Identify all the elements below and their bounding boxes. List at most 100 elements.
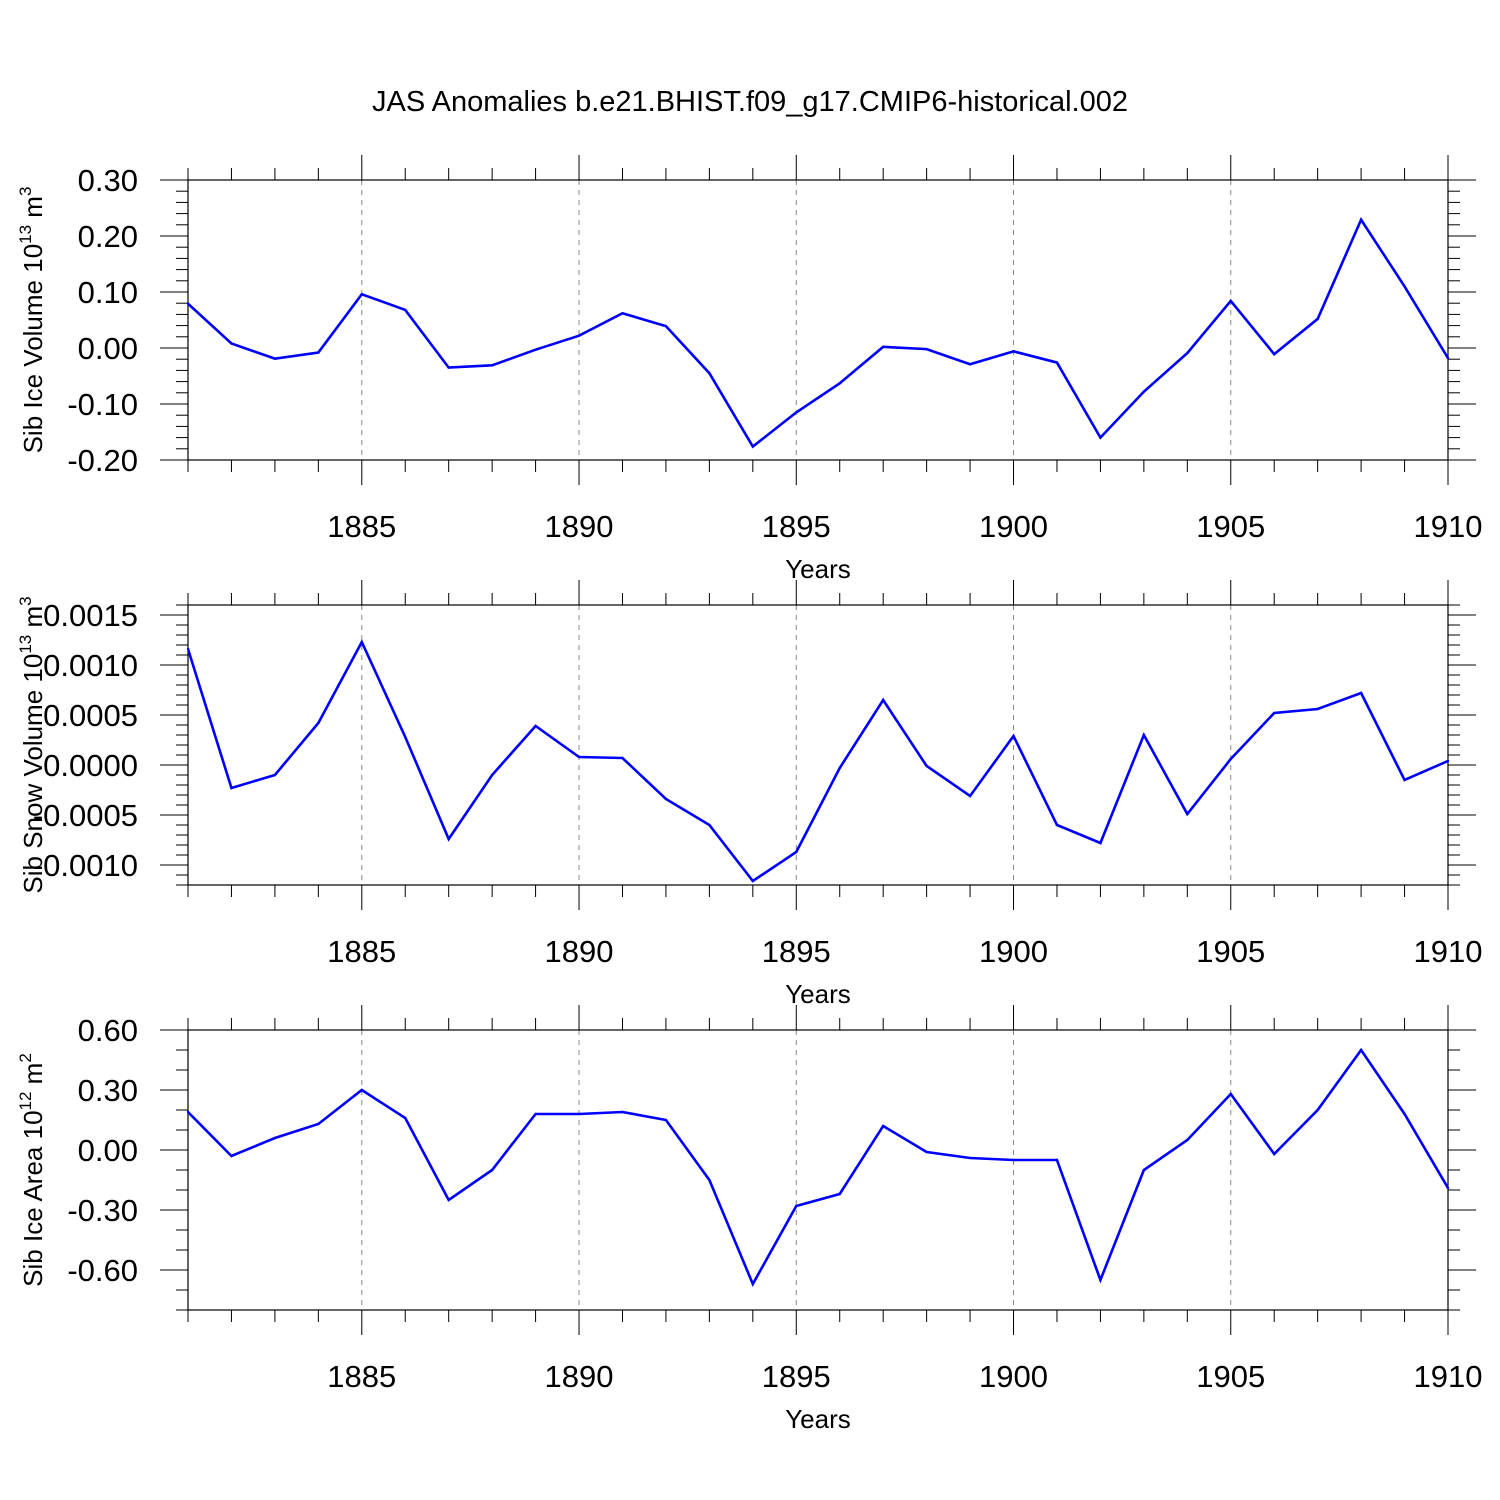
- y-axis-label-part: m: [18, 196, 48, 225]
- y-axis-label-part: Sib Ice Area 10: [18, 1110, 48, 1286]
- data-point: [664, 324, 668, 328]
- data-point: [881, 698, 885, 702]
- series-line: [188, 1047, 1448, 1287]
- y-tick-label: 0.0015: [43, 598, 138, 633]
- y-tick-label: 0.10: [78, 275, 138, 310]
- y-tick-label: 0.0005: [43, 698, 138, 733]
- data-point: [751, 1282, 755, 1286]
- data-point: [186, 647, 190, 651]
- data-point: [577, 755, 581, 759]
- x-tick-label: 1885: [327, 509, 396, 544]
- y-axis-label-part: Sib Snow Volume 10: [18, 654, 48, 894]
- y-axis-label-part: m: [18, 1063, 48, 1092]
- data-point: [1186, 351, 1189, 355]
- data-point: [1403, 1112, 1406, 1116]
- data-point: [664, 797, 668, 801]
- data-point: [534, 1112, 537, 1116]
- series-line: [188, 217, 1448, 449]
- y-tick-label: 0.0000: [43, 748, 138, 783]
- data-point: [751, 879, 755, 883]
- x-tick-label: 1895: [762, 1359, 831, 1394]
- data-point: [230, 786, 233, 790]
- chart-panel-3: -0.60 -0.30 0.00 0.30 0.60 1885 1890 1895 1900 19…: [16, 1005, 1482, 1434]
- x-tick-label: 1900: [979, 1359, 1048, 1394]
- data-point: [838, 766, 841, 770]
- data-point: [621, 756, 624, 760]
- data-point: [838, 1192, 841, 1196]
- data-point: [317, 721, 320, 725]
- data-point: [1403, 778, 1406, 782]
- x-tick-label: 1910: [1414, 1359, 1483, 1394]
- data-point: [1446, 1186, 1450, 1190]
- x-tick-label: 1890: [545, 1359, 614, 1394]
- x-axis-label: Years: [785, 979, 851, 1009]
- y-tick-label: 0.60: [78, 1013, 138, 1048]
- data-point: [1316, 1108, 1319, 1112]
- data-point: [1186, 1138, 1189, 1142]
- y-tick-label: 0.20: [78, 219, 138, 254]
- plot-frame: [187, 1029, 1449, 1311]
- plot-frame: [187, 604, 1449, 886]
- y-axis-label-part: 13: [16, 225, 35, 244]
- data-point: [317, 1122, 320, 1126]
- data-point: [1316, 317, 1319, 321]
- data-point: [360, 640, 363, 644]
- figure-title: JAS Anomalies b.e21.BHIST.f09_g17.CMIP6-…: [371, 86, 1128, 118]
- y-axis-label-part: Sib Ice Volume 10: [18, 244, 48, 454]
- y-tick-label: 0.00: [78, 331, 138, 366]
- data-point: [1359, 218, 1363, 221]
- y-tick-label: 0.00: [78, 1133, 138, 1168]
- x-tick-label: 1905: [1196, 1359, 1265, 1394]
- y-tick-label: 0.30: [78, 163, 138, 198]
- x-axis-label: Years: [785, 554, 851, 584]
- data-point: [1229, 1092, 1232, 1096]
- data-point: [186, 1110, 190, 1114]
- y-axis-label-part: 12: [16, 1092, 35, 1111]
- x-tick-label: 1885: [327, 934, 396, 969]
- y-axis-label-part: 3: [16, 187, 35, 196]
- y-axis-label: Sib Ice Volume 1013 m3: [16, 187, 48, 454]
- data-point: [1055, 823, 1059, 827]
- data-point: [1403, 285, 1406, 288]
- data-point: [273, 1136, 277, 1140]
- data-point: [534, 724, 537, 728]
- x-tick-label: 1895: [762, 509, 831, 544]
- y-tick-label: -0.60: [67, 1253, 138, 1288]
- data-point: [1359, 691, 1363, 695]
- data-point: [968, 794, 972, 798]
- data-point: [795, 1204, 798, 1208]
- y-axis-label-part: 3: [16, 596, 35, 605]
- data-point: [968, 363, 972, 366]
- data-point: [925, 764, 928, 768]
- data-point: [273, 773, 277, 777]
- y-axis-label: Sib Snow Volume 1013 m3: [16, 596, 48, 893]
- data-point: [968, 1156, 972, 1160]
- data-point: [1142, 1168, 1146, 1172]
- x-tick-label: 1910: [1414, 934, 1483, 969]
- plot-frame: [187, 179, 1449, 461]
- series-line: [188, 639, 1448, 883]
- data-point: [1273, 352, 1276, 356]
- data-point: [404, 735, 407, 739]
- data-point: [1229, 299, 1232, 303]
- data-point: [404, 1116, 407, 1120]
- data-point: [230, 342, 233, 345]
- x-axis-label: Years: [785, 1404, 851, 1434]
- data-point: [1012, 350, 1015, 353]
- data-point: [1229, 757, 1232, 761]
- chart-panel-1: -0.20 -0.10 0.00 0.10 0.20 0.30 1885 1890 1895 19…: [16, 155, 1482, 584]
- y-tick-label: 0.0010: [43, 648, 138, 683]
- data-point: [838, 382, 841, 385]
- data-point: [1012, 734, 1015, 738]
- x-tick-label: 1910: [1414, 509, 1483, 544]
- x-tick-label: 1905: [1196, 509, 1265, 544]
- y-axis-label-part: 2: [16, 1053, 35, 1062]
- data-point: [795, 411, 798, 414]
- data-point: [664, 1118, 668, 1122]
- data-point: [1099, 436, 1102, 439]
- data-point: [404, 308, 407, 312]
- data-point: [1142, 390, 1146, 393]
- data-point: [1446, 759, 1450, 763]
- y-tick-label: -0.10: [67, 387, 138, 422]
